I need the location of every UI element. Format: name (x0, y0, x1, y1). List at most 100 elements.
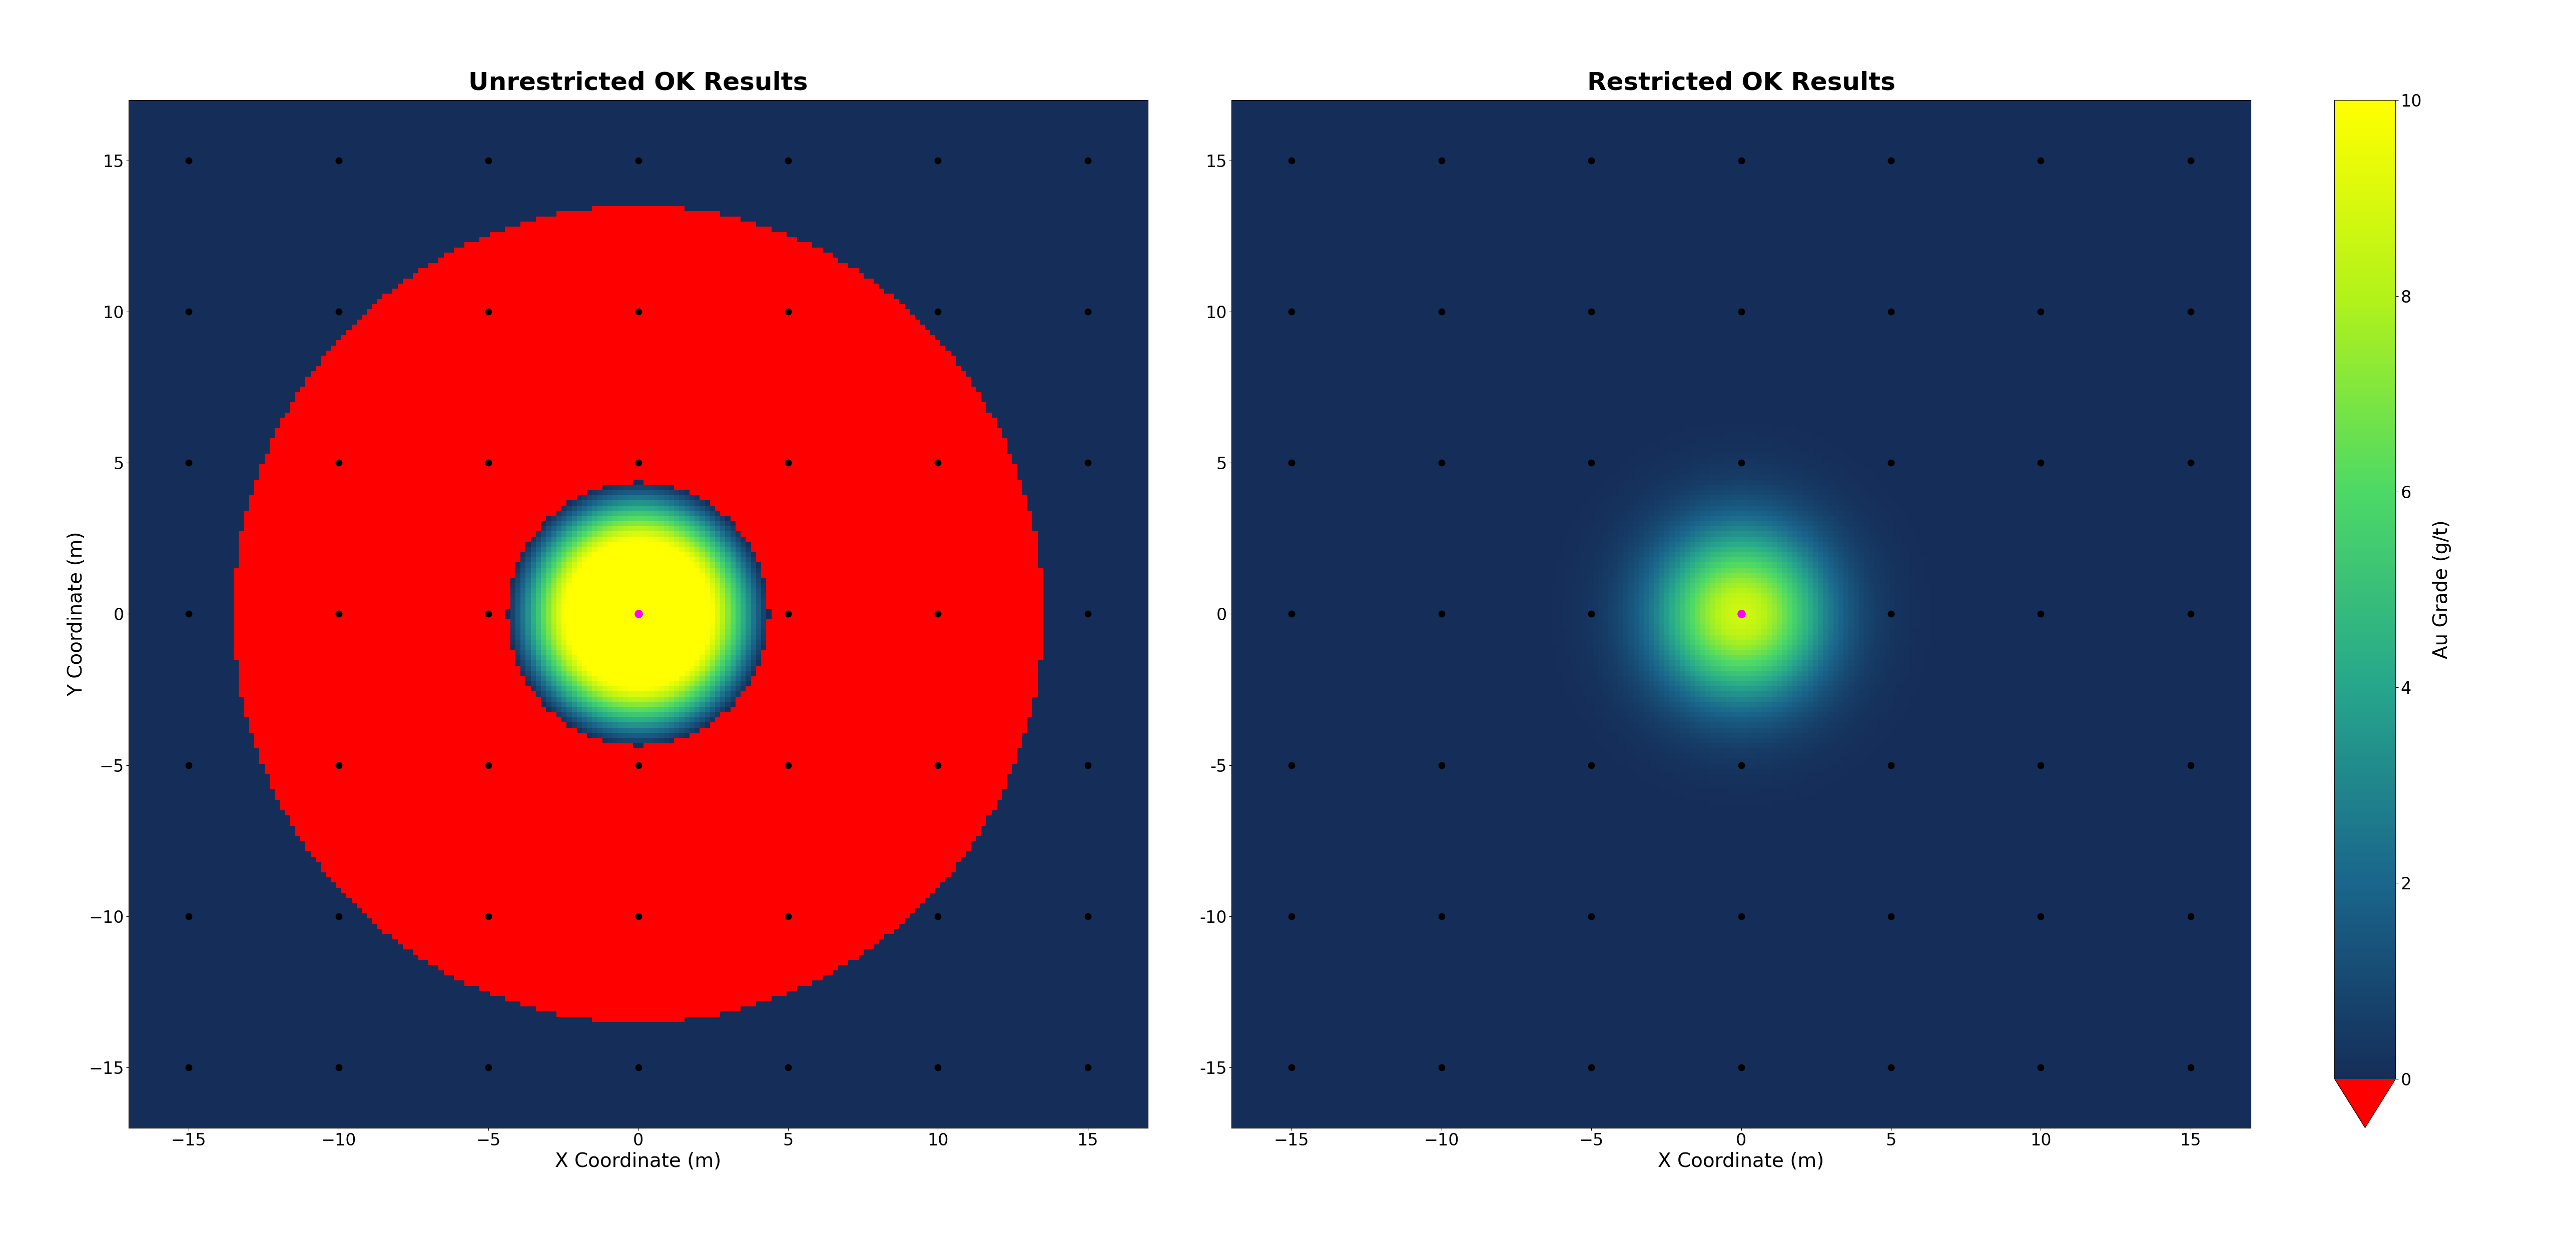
Point (1422, 756, 1463, 776)
Point (1270, 302, 1311, 322)
Point (1571, 604, 1613, 624)
Point (2169, 906, 2210, 926)
Point (317, 150, 358, 170)
Point (1422, 906, 1463, 926)
Point (768, 604, 809, 624)
Point (2020, 906, 2061, 926)
Point (469, 756, 510, 776)
Point (1422, 1058, 1463, 1078)
Point (317, 1058, 358, 1078)
Point (1721, 452, 1762, 472)
Point (1066, 756, 1108, 776)
Point (1870, 150, 1911, 170)
Point (618, 756, 659, 776)
Point (317, 906, 358, 926)
Point (1571, 452, 1613, 472)
Point (1571, 150, 1613, 170)
Point (317, 604, 358, 624)
Point (2169, 452, 2210, 472)
Point (167, 604, 209, 624)
Point (1870, 1058, 1911, 1078)
Point (917, 1058, 958, 1078)
Point (469, 1058, 510, 1078)
Point (1721, 906, 1762, 926)
Point (1571, 302, 1613, 322)
Point (2020, 150, 2061, 170)
Point (917, 302, 958, 322)
Point (1270, 906, 1311, 926)
Point (917, 906, 958, 926)
Point (917, 604, 958, 624)
Point (1422, 604, 1463, 624)
Point (2169, 756, 2210, 776)
Point (1571, 1058, 1613, 1078)
Point (2020, 756, 2061, 776)
Point (1870, 756, 1911, 776)
Point (768, 1058, 809, 1078)
Point (2020, 452, 2061, 472)
Point (1870, 604, 1911, 624)
Point (1066, 302, 1108, 322)
Point (618, 302, 659, 322)
Point (1422, 452, 1463, 472)
Point (618, 604, 659, 624)
Point (317, 756, 358, 776)
Point (1270, 452, 1311, 472)
Point (1870, 302, 1911, 322)
Point (2020, 1058, 2061, 1078)
Point (1422, 302, 1463, 322)
Point (167, 302, 209, 322)
Point (469, 604, 510, 624)
Point (167, 756, 209, 776)
Point (768, 452, 809, 472)
Point (1721, 604, 1762, 624)
Point (1066, 906, 1108, 926)
Point (1270, 756, 1311, 776)
Point (1066, 1058, 1108, 1078)
X-axis label: X Coordinate (m): X Coordinate (m) (1659, 1152, 1824, 1170)
Point (917, 452, 958, 472)
Point (1066, 452, 1108, 472)
Point (768, 756, 809, 776)
Point (1066, 604, 1108, 624)
Point (469, 906, 510, 926)
Point (1270, 1058, 1311, 1078)
Title: Unrestricted OK Results: Unrestricted OK Results (469, 71, 809, 95)
Point (317, 452, 358, 472)
X-axis label: X Coordinate (m): X Coordinate (m) (556, 1152, 721, 1170)
Point (2169, 1058, 2210, 1078)
Point (618, 1058, 659, 1078)
Point (1721, 756, 1762, 776)
Point (1270, 150, 1311, 170)
Point (167, 150, 209, 170)
Point (1066, 150, 1108, 170)
Y-axis label: Y Coordinate (m): Y Coordinate (m) (67, 531, 85, 697)
Point (1870, 452, 1911, 472)
Point (618, 906, 659, 926)
Point (768, 150, 809, 170)
Point (618, 452, 659, 472)
Point (1422, 150, 1463, 170)
Point (2020, 302, 2061, 322)
Point (1571, 906, 1613, 926)
Point (2020, 604, 2061, 624)
Point (2169, 604, 2210, 624)
Point (1721, 302, 1762, 322)
Y-axis label: Au Grade (g/t): Au Grade (g/t) (2432, 520, 2452, 659)
Point (469, 452, 510, 472)
Point (917, 756, 958, 776)
Point (1870, 906, 1911, 926)
Point (1270, 604, 1311, 624)
Point (917, 150, 958, 170)
Point (618, 604, 659, 624)
Point (768, 906, 809, 926)
Point (618, 150, 659, 170)
Point (1721, 1058, 1762, 1078)
PathPatch shape (2334, 1079, 2396, 1128)
Point (167, 906, 209, 926)
Point (1721, 604, 1762, 624)
Title: Restricted OK Results: Restricted OK Results (1587, 71, 1896, 95)
Point (1721, 150, 1762, 170)
Point (317, 302, 358, 322)
Point (1571, 756, 1613, 776)
